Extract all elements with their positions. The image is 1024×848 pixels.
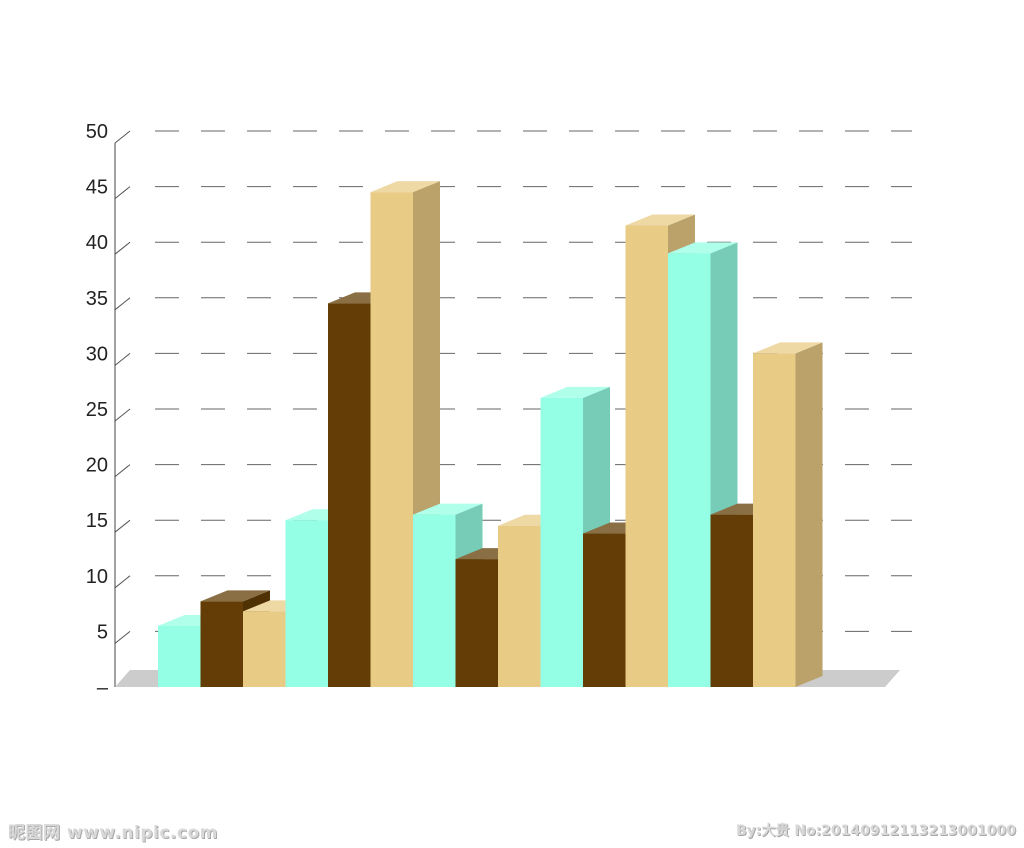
watermark-right: By:大贵 No:20140912113213001000	[735, 823, 1016, 839]
bars	[158, 181, 823, 687]
y-tick-label: 5	[97, 621, 108, 643]
bar-front	[625, 225, 668, 687]
y-tick-label: 20	[86, 455, 108, 477]
bar-top	[625, 214, 695, 226]
bar-front	[158, 625, 201, 687]
y-tick-label: 40	[86, 232, 108, 254]
y-tick-labels: 50 45 40 35 30 25 20 15 10 5 –	[86, 121, 109, 699]
bar-top	[370, 181, 440, 193]
bar-front	[455, 559, 498, 687]
y-tick-label: 50	[86, 121, 108, 143]
bar-top	[668, 242, 738, 254]
y-tick-label: 10	[86, 566, 108, 588]
bar-front	[540, 397, 583, 687]
bar-front	[753, 353, 796, 687]
tick-mark	[114, 408, 131, 422]
bar-side	[795, 342, 823, 687]
bar-front	[200, 601, 243, 687]
bar-front	[328, 303, 371, 687]
tick-mark	[114, 353, 131, 366]
watermark-left: 昵图网 www.nipic.com	[8, 823, 218, 843]
bar-top	[540, 386, 610, 398]
tick-mark	[114, 575, 131, 589]
tick-mark	[114, 297, 131, 311]
bar-front	[583, 533, 626, 687]
bar-front	[710, 514, 753, 687]
bar-top	[200, 590, 270, 602]
y-tick-label: 35	[86, 288, 108, 310]
y-tick-label: 15	[86, 510, 108, 532]
bar-front	[413, 514, 456, 687]
tick-mark	[114, 631, 131, 644]
y-tick-label: –	[97, 677, 109, 699]
y-tick-label: 45	[86, 177, 108, 199]
bar	[753, 342, 823, 687]
tick-mark	[114, 464, 131, 477]
bar-top	[413, 503, 483, 515]
bar-front	[498, 525, 541, 687]
y-tick-label: 25	[86, 399, 108, 421]
bar-top	[753, 342, 823, 354]
tick-mark	[114, 241, 131, 255]
tick-mark	[114, 130, 131, 144]
tick-mark	[114, 519, 131, 533]
bar-front	[243, 611, 286, 687]
bar-front	[668, 253, 711, 687]
bar-front	[285, 520, 328, 687]
tick-mark	[114, 186, 131, 199]
y-tick-label: 30	[86, 343, 108, 365]
bar-front	[370, 192, 413, 687]
